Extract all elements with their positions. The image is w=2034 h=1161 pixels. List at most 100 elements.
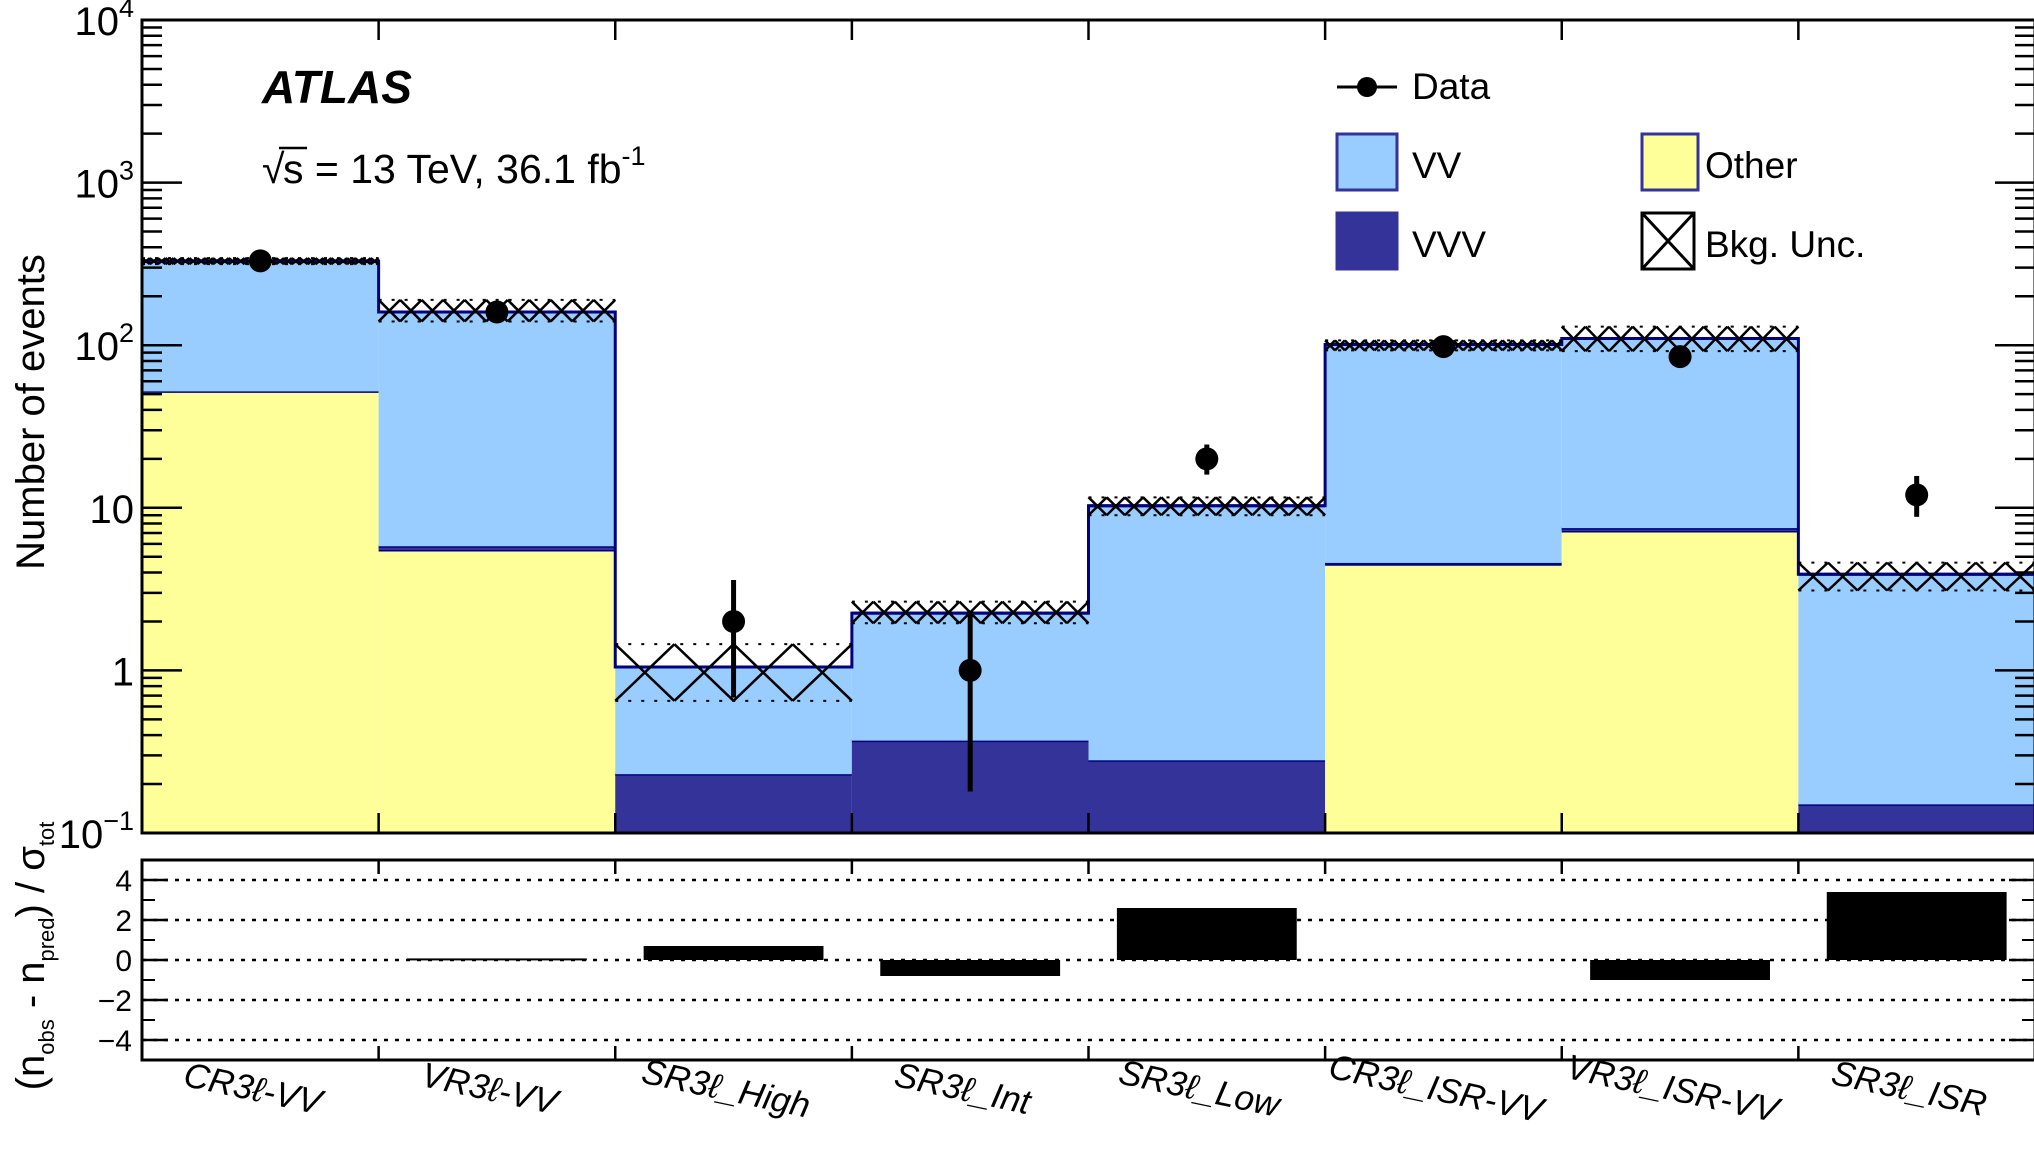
total-bkg-outline (142, 259, 2034, 833)
ratio-ylabel-mid: - n (9, 962, 53, 1020)
y-tick-base: 10 (74, 163, 119, 207)
legend-other-swatch (1640, 132, 1700, 192)
stack-bar-other (1325, 564, 1562, 833)
ratio-bar (407, 958, 587, 961)
legend-data-label: Data (1412, 66, 1491, 107)
ratio-y-tick-label: −4 (98, 1025, 132, 1058)
data-point (1668, 345, 1692, 369)
y-tick-label: 10−1 (59, 806, 134, 857)
legend-entry-vvv: VVV (1335, 211, 1486, 271)
stack-bar-vv (1088, 505, 1326, 761)
energy-lumi-sup: -1 (622, 141, 646, 171)
legend-other-label: Other (1705, 145, 1798, 186)
data-point (485, 300, 509, 324)
y-tick-exponent: 2 (119, 318, 134, 348)
stack-bar-vv (1798, 574, 2034, 805)
y-tick-label: 104 (74, 0, 134, 44)
ratio-bar (643, 946, 824, 960)
legend: Data VV Other VVV Bkg. (1335, 66, 1865, 271)
legend-vvv-label: VVV (1412, 224, 1486, 265)
main-x-axis-ticks (377, 20, 1800, 833)
ratio-ylabel-open: (n (9, 1055, 53, 1091)
energy-lumi-text: s = 13 TeV, 36.1 fb-1 (283, 141, 646, 192)
energy-lumi-main: s = 13 TeV, 36.1 fb (283, 146, 622, 192)
y-tick-exponent: 4 (119, 0, 134, 23)
legend-vv-swatch (1335, 132, 1399, 192)
stack-bar-vvv (1798, 804, 2034, 833)
energy-lumi-label: √ s = 13 TeV, 36.1 fb-1 (262, 141, 646, 192)
ratio-ylabel-pred-sub: pred (34, 917, 59, 961)
category-label: SR3ℓ_Low (1115, 1053, 1285, 1126)
stack-bar-vvv (1088, 760, 1326, 833)
category-label: SR3ℓ_ISR (1828, 1053, 1990, 1124)
ratio-bar (880, 960, 1061, 976)
ratio-gridlines (142, 878, 2034, 1042)
bkg-unc-hatch (377, 298, 617, 323)
data-point (1431, 335, 1455, 359)
ratio-ylabel-obs-sub: obs (34, 1019, 59, 1054)
y-tick-exponent: −1 (103, 806, 134, 836)
stack-bar-vvv (615, 774, 852, 833)
y-tick-label: 102 (74, 318, 134, 369)
ratio-bar (1826, 892, 2007, 960)
data-point (722, 609, 746, 633)
stack-bar-other (142, 391, 379, 833)
ratio-y-axis-title: (nobs - npred) / σtot (9, 822, 59, 1091)
bkg-unc-hatch (614, 643, 853, 702)
y-tick-base: 10 (74, 0, 119, 44)
ratio-y-tick-label: 2 (115, 905, 132, 938)
ratio-y-tick-label: 4 (115, 865, 132, 898)
sqrt-symbol: √ (262, 146, 285, 192)
stack-bar-vv (142, 261, 379, 392)
ratio-plot-panel: 4 2 0 −2 −4 (nobs - npred) / σtot CR3ℓ-VV VR3… (9, 822, 2034, 1131)
category-label: SR3ℓ_High (638, 1052, 813, 1126)
legend-entry-other: Other (1640, 132, 1798, 192)
data-point (248, 249, 272, 273)
bkg-unc-hatch (142, 257, 380, 266)
bkg-unc-hatch (1797, 561, 2034, 592)
data-point (1195, 447, 1219, 471)
ratio-ylabel-tot-sub: tot (34, 822, 59, 846)
y-tick-label: 10 (90, 488, 135, 532)
y-tick-label: 103 (74, 156, 134, 207)
legend-data-marker (1357, 77, 1377, 97)
stack-bar-other (1561, 530, 1799, 833)
data-points (248, 249, 1929, 792)
bkg-unc-hatch (1087, 496, 1327, 517)
legend-hatch-line-b (1640, 211, 1696, 271)
legend-vv-label: VV (1412, 145, 1462, 186)
bkg-unc-hatch (1560, 325, 1800, 352)
ratio-ylabel-close: ) / σ (9, 846, 53, 918)
background-stack (142, 259, 2034, 833)
data-point (1905, 483, 1929, 507)
stack-bar-vvv (378, 546, 616, 551)
y-tick-base: 10 (74, 325, 119, 369)
category-label: VR3ℓ-VV (418, 1055, 564, 1123)
legend-entry-bkg-unc: Bkg. Unc. (1640, 211, 1865, 271)
legend-bkg-unc-label: Bkg. Unc. (1705, 224, 1865, 265)
stack-bar-vv (378, 312, 616, 547)
legend-entry-data: Data (1337, 66, 1491, 107)
y-tick-base: 10 (90, 488, 135, 532)
data-point (958, 658, 982, 682)
ratio-y-tick-label: −2 (98, 985, 132, 1018)
bkg-unc-hatch (850, 600, 1090, 625)
main-y-axis-title: Number of events (9, 254, 53, 570)
legend-vvv-swatch (1335, 211, 1399, 271)
ratio-bars (407, 892, 2007, 980)
stack-bar-vv (1561, 338, 1799, 529)
bkg-unc-hatch (1324, 339, 1563, 352)
y-tick-base: 1 (112, 650, 134, 694)
y-tick-exponent: 3 (119, 156, 134, 186)
ratio-y-axis-ticks: 4 2 0 −2 −4 (98, 865, 2034, 1058)
ratio-bar (1116, 908, 1297, 960)
legend-entry-vv: VV (1335, 132, 1462, 192)
stack-bar-vv (1325, 344, 1562, 563)
ratio-x-axis-ticks (377, 860, 1800, 1060)
atlas-label: ATLAS (261, 61, 412, 113)
category-label: SR3ℓ_Int (891, 1055, 1035, 1122)
ratio-y-tick-label: 0 (115, 945, 132, 978)
